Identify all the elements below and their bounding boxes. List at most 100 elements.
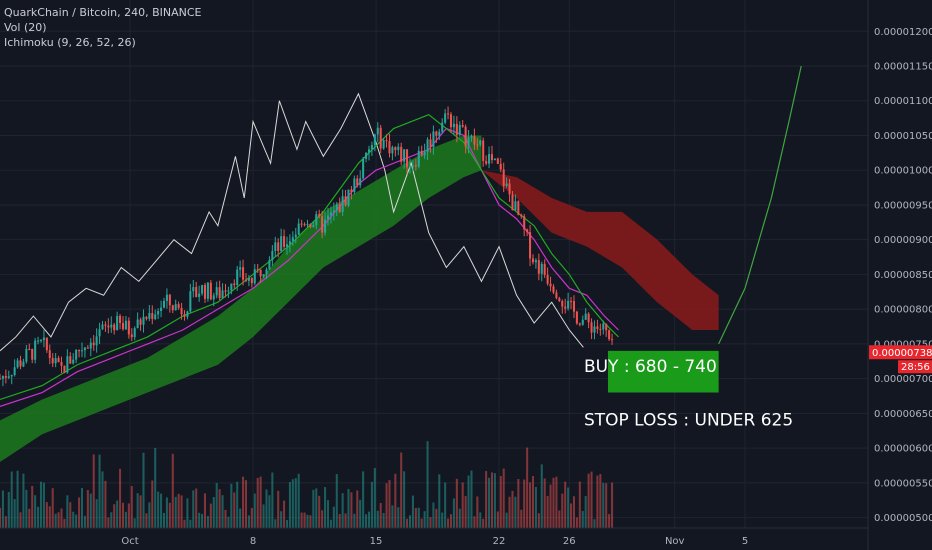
volume-bar [514, 496, 517, 528]
volume-bar [253, 493, 256, 528]
volume-bar [593, 519, 596, 528]
candle-body [408, 166, 412, 168]
candle-body [490, 154, 494, 161]
candle-body [435, 131, 438, 136]
candle-body [605, 323, 608, 331]
price-tick-label: 0.00000550 [874, 478, 932, 489]
candle-body [294, 234, 297, 238]
candle-body [417, 150, 420, 167]
volume-bar [490, 472, 494, 528]
volume-bar [388, 480, 391, 528]
candle-body [230, 283, 233, 291]
candle-body [274, 242, 277, 251]
countdown-value: 28:56 [901, 362, 930, 373]
volume-bar [420, 518, 423, 528]
volume-bar [329, 519, 332, 528]
candle-body [608, 330, 611, 340]
price-tick-label: 0.00000900 [874, 235, 932, 246]
volume-bar [119, 468, 122, 528]
candle-body [277, 242, 280, 251]
candle-body [113, 324, 116, 331]
buy-zone-box [607, 350, 719, 393]
volume-bar [95, 499, 98, 528]
volume-bar [51, 488, 54, 528]
candle-body [332, 210, 335, 213]
time-tick-label: 22 [493, 536, 506, 547]
volume-bar [209, 503, 212, 528]
candle-body [578, 323, 581, 325]
volume-bar [189, 519, 192, 528]
indicator-lines [0, 65, 802, 407]
volume-bar [359, 499, 362, 528]
candle-body [432, 131, 435, 148]
ichimoku-indicator-label[interactable]: Ichimoku (9, 26, 52, 26) [4, 36, 136, 49]
candle-body [291, 237, 294, 242]
price-axis[interactable]: 0.00000500 0.00000550 0.00000600 0.00000650… [867, 0, 932, 550]
volume-bar [408, 515, 412, 528]
candle-body [180, 307, 183, 315]
candle-body [110, 324, 113, 328]
volume-bar [461, 482, 464, 528]
candle-body [488, 154, 491, 164]
volume-bar [212, 496, 215, 528]
candle-body [318, 214, 321, 217]
candle-body [268, 260, 271, 270]
symbol-title[interactable]: QuarkChain / Bitcoin, 240, BINANCE [4, 6, 202, 19]
volume-bar [367, 511, 371, 528]
candle-body [499, 163, 502, 170]
volume-indicator-label[interactable]: Vol (20) [4, 21, 47, 34]
candle-body [338, 204, 341, 212]
candle-body [168, 294, 171, 306]
candle-body [34, 340, 37, 360]
candle-body [256, 269, 259, 271]
volume-bar [423, 511, 426, 528]
volume-bar [517, 478, 520, 528]
candle-body [148, 312, 151, 319]
volume-bar [230, 483, 233, 528]
candle-body [69, 356, 72, 364]
candle-body [406, 149, 409, 168]
volume-bar [0, 507, 2, 528]
candle-body [473, 136, 476, 145]
candle-body [596, 326, 599, 329]
volume-bar [531, 475, 535, 528]
candle-body [558, 298, 561, 302]
candle-body [523, 216, 526, 230]
candle-body [297, 223, 300, 235]
volume-bar [25, 489, 28, 528]
volume-bar [309, 515, 312, 528]
volume-bar [353, 513, 356, 528]
volume-bar [42, 482, 45, 528]
candle-body [80, 350, 84, 352]
candle-body [145, 316, 148, 319]
candle-body [139, 319, 142, 325]
candle-body [373, 134, 376, 146]
time-axis[interactable]: Oct 8 15 22 26 Nov 5 [0, 527, 868, 547]
candle-body [537, 260, 540, 274]
volume-bar [218, 489, 221, 528]
volume-histogram [0, 441, 614, 528]
candle-body [165, 294, 168, 301]
volume-bar [186, 498, 189, 528]
candle-body [280, 236, 283, 251]
last-price-label: 0.00000738 28:56 [869, 345, 932, 374]
candle-body [19, 360, 22, 367]
candle-body [192, 287, 195, 292]
candle-body [391, 147, 394, 154]
candle-body [444, 113, 447, 123]
candle-body [130, 334, 133, 338]
volume-bar [324, 487, 327, 528]
candle-body [353, 178, 356, 192]
volume-bar [581, 510, 584, 528]
volume-bar [558, 510, 561, 528]
volume-bar [376, 510, 379, 528]
volume-bar [83, 515, 86, 528]
volume-bar [80, 488, 84, 528]
candle-body [250, 277, 253, 284]
time-tick-label: Nov [665, 536, 685, 547]
volume-bar [98, 454, 101, 528]
volume-bar [16, 470, 19, 528]
price-tick-label: 0.00000650 [874, 409, 932, 420]
volume-bar [297, 473, 300, 528]
